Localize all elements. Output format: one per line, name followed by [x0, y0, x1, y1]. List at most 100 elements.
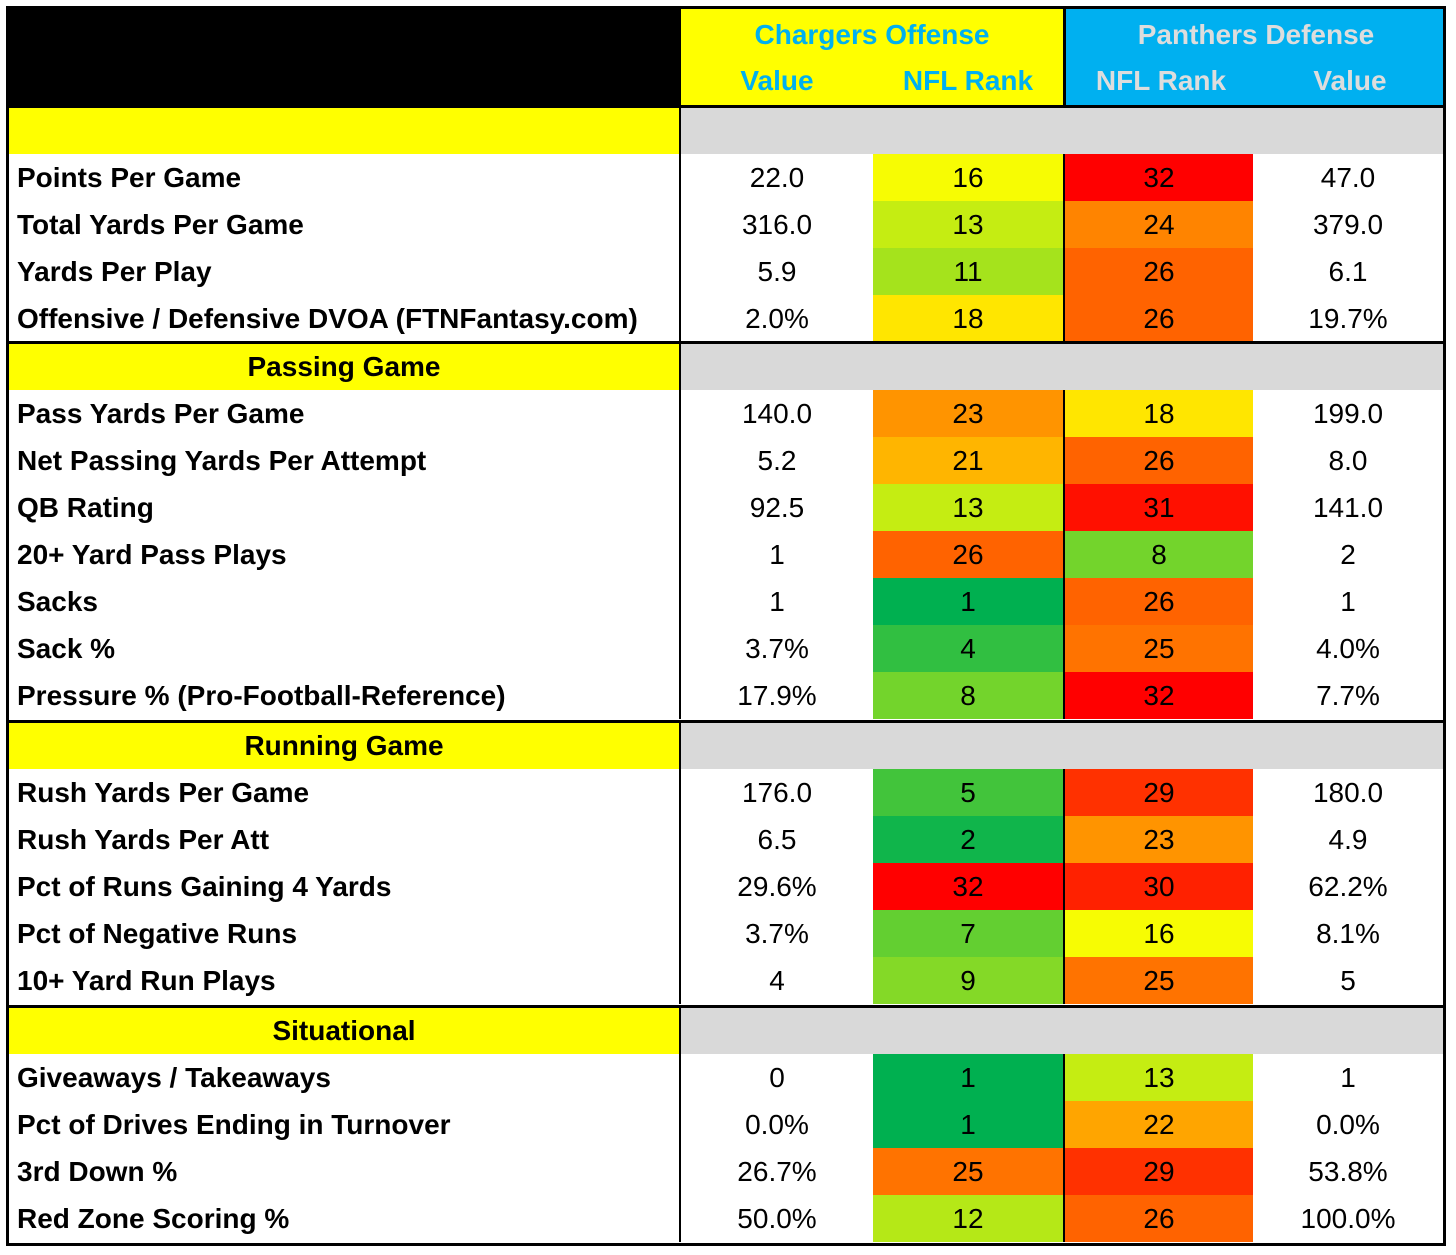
offense-rank: 1 — [873, 1054, 1063, 1101]
offense-value: 3.7% — [745, 632, 809, 664]
section-title: Running Game — [9, 723, 681, 769]
section-header: Situational — [9, 1008, 1443, 1054]
offense-value: 316.0 — [741, 208, 813, 240]
offense-rank-header: NFL Rank — [902, 65, 1034, 96]
defense-value: 0.0% — [1316, 1108, 1380, 1140]
defense-rank: 25 — [1063, 625, 1253, 672]
section-header: Running Game — [9, 723, 1443, 769]
defense-rank-header: NFL Rank — [1095, 65, 1227, 96]
table-row: Pct of Negative Runs 3.7% 7 16 8.1% — [9, 910, 1443, 957]
section-title: Situational — [9, 1008, 681, 1054]
offense-value: 4 — [769, 964, 785, 996]
defense-rank: 24 — [1063, 201, 1253, 248]
offense-value: 5.2 — [757, 444, 797, 476]
defense-value: 1 — [1340, 1061, 1356, 1093]
defense-value: 53.8% — [1308, 1155, 1388, 1187]
defense-value: 4.9 — [1328, 823, 1368, 855]
offense-rank: 7 — [873, 910, 1063, 957]
offense-rank: 26 — [873, 531, 1063, 578]
offense-rank: 11 — [873, 248, 1063, 295]
section-divider — [9, 1005, 1443, 1008]
section-header: Passing Game — [9, 344, 1443, 390]
table-row: 3rd Down % 26.7% 25 29 53.8% — [9, 1148, 1443, 1195]
table-row: Sack % 3.7% 4 25 4.0% — [9, 625, 1443, 672]
header-divider — [9, 105, 1443, 108]
table-row: Pct of Runs Gaining 4 Yards 29.6% 32 30 62.2… — [9, 863, 1443, 910]
offense-rank: 2 — [873, 816, 1063, 863]
offense-rank: 25 — [873, 1148, 1063, 1195]
table-row: 20+ Yard Pass Plays 1 26 8 2 — [9, 531, 1443, 578]
offense-value: 26.7% — [737, 1155, 817, 1187]
offense-value: 2.0% — [745, 302, 809, 334]
stats-comparison-table: Chargers Offense Value NFL Rank Panthers… — [6, 6, 1446, 1246]
offense-title: Chargers Offense — [754, 19, 990, 50]
defense-value: 5 — [1340, 964, 1356, 996]
offense-rank: 13 — [873, 201, 1063, 248]
table-row: Sacks 1 1 26 1 — [9, 578, 1443, 625]
defense-value: 6.1 — [1328, 255, 1368, 287]
defense-rank: 18 — [1063, 390, 1253, 437]
row-label: Offensive / Defensive DVOA (FTNFantasy.c… — [9, 295, 681, 342]
section-header — [9, 108, 1443, 154]
table-row: Giveaways / Takeaways 0 1 13 1 — [9, 1054, 1443, 1101]
defense-rank: 31 — [1063, 484, 1253, 531]
offense-rank: 16 — [873, 154, 1063, 201]
defense-rank: 26 — [1063, 248, 1253, 295]
offense-value: 5.9 — [757, 255, 797, 287]
row-label: QB Rating — [9, 484, 681, 531]
row-label: Yards Per Play — [9, 248, 681, 295]
defense-value: 8.1% — [1316, 917, 1380, 949]
table-row: Points Per Game 22.0 16 32 47.0 — [9, 154, 1443, 201]
defense-rank: 26 — [1063, 295, 1253, 342]
defense-value: 379.0 — [1312, 208, 1384, 240]
defense-rank: 22 — [1063, 1101, 1253, 1148]
offense-rank: 5 — [873, 769, 1063, 816]
row-label: Net Passing Yards Per Attempt — [9, 437, 681, 484]
offense-rank: 12 — [873, 1195, 1063, 1242]
row-label: Red Zone Scoring % — [9, 1195, 681, 1242]
offense-value: 17.9% — [737, 679, 817, 711]
row-label: Rush Yards Per Att — [9, 816, 681, 863]
section-fill — [681, 723, 1443, 769]
offense-rank: 21 — [873, 437, 1063, 484]
section-title: Passing Game — [9, 344, 681, 390]
table-row: Net Passing Yards Per Attempt 5.2 21 26 8.0 — [9, 437, 1443, 484]
offense-rank: 13 — [873, 484, 1063, 531]
defense-value: 1 — [1340, 585, 1356, 617]
offense-value: 0.0% — [745, 1108, 809, 1140]
defense-value: 2 — [1340, 538, 1356, 570]
table-row: Pass Yards Per Game 140.0 23 18 199.0 — [9, 390, 1443, 437]
defense-rank: 13 — [1063, 1054, 1253, 1101]
row-label: Sacks — [9, 578, 681, 625]
defense-value: 199.0 — [1312, 397, 1384, 429]
section-fill — [681, 1008, 1443, 1054]
offense-value: 22.0 — [749, 161, 805, 193]
row-label: Sack % — [9, 625, 681, 672]
offense-value: 176.0 — [741, 776, 813, 808]
defense-rank: 26 — [1063, 437, 1253, 484]
row-label: Pct of Runs Gaining 4 Yards — [9, 863, 681, 910]
defense-rank: 8 — [1063, 531, 1253, 578]
offense-value: 0 — [769, 1061, 785, 1093]
row-label: Points Per Game — [9, 154, 681, 201]
defense-value: 62.2% — [1308, 870, 1388, 902]
table-row: Total Yards Per Game 316.0 13 24 379.0 — [9, 201, 1443, 248]
offense-rank: 32 — [873, 863, 1063, 910]
section-title — [9, 108, 681, 154]
offense-rank: 8 — [873, 672, 1063, 719]
defense-value: 8.0 — [1328, 444, 1368, 476]
defense-rank: 26 — [1063, 1195, 1253, 1242]
defense-rank: 25 — [1063, 957, 1253, 1004]
row-label: 3rd Down % — [9, 1148, 681, 1195]
defense-rank: 23 — [1063, 816, 1253, 863]
defense-value: 7.7% — [1316, 679, 1380, 711]
defense-value: 100.0% — [1300, 1202, 1396, 1234]
offense-value: 140.0 — [741, 397, 813, 429]
row-label: 20+ Yard Pass Plays — [9, 531, 681, 578]
offense-rank: 18 — [873, 295, 1063, 342]
defense-rank: 32 — [1063, 154, 1253, 201]
defense-rank: 30 — [1063, 863, 1253, 910]
defense-value: 19.7% — [1308, 302, 1388, 334]
offense-value: 29.6% — [737, 870, 817, 902]
table-row: 10+ Yard Run Plays 4 9 25 5 — [9, 957, 1443, 1004]
